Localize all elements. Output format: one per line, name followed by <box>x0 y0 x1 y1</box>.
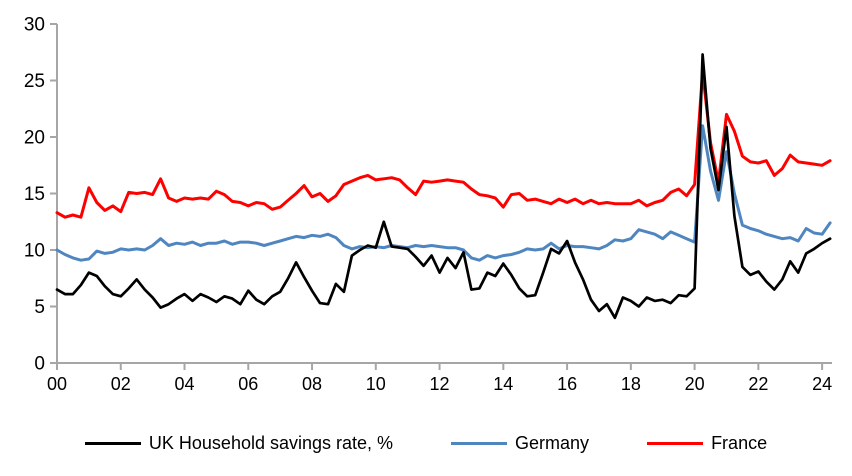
x-tick-label: 00 <box>47 374 67 394</box>
x-tick-label: 20 <box>685 374 705 394</box>
y-tick-label: 25 <box>24 71 45 92</box>
x-tick-label: 02 <box>111 374 131 394</box>
series-line-uk <box>55 53 832 320</box>
x-tick-label: 10 <box>366 374 386 394</box>
legend-item-france: France <box>647 434 767 452</box>
y-tick-label: 10 <box>24 241 45 262</box>
x-tick-label: 22 <box>748 374 768 394</box>
x-tick-label: 12 <box>430 374 450 394</box>
uk-line-swatch <box>84 441 141 445</box>
y-tick-label: 5 <box>34 297 45 318</box>
chart-legend: UK Household savings rate, % Germany Fra… <box>0 426 852 460</box>
legend-label-germany: Germany <box>515 433 590 453</box>
x-tick-label: 24 <box>812 374 832 394</box>
legend-item-uk: UK Household savings rate, % <box>84 433 394 453</box>
y-tick-label: 0 <box>34 354 45 375</box>
x-tick-label: 14 <box>493 374 513 394</box>
x-tick-label: 16 <box>557 374 577 394</box>
chart-svg: 0 5 10 15 20 25 30 00 02 04 06 08 10 12 14 16 18 20 22 24 <box>24 15 832 395</box>
france-line-swatch <box>647 441 704 445</box>
legend-label-france: France <box>711 433 768 453</box>
y-tick-label: 15 <box>24 184 45 205</box>
series-line-france <box>55 70 832 219</box>
legend-item-germany: Germany <box>451 434 589 452</box>
x-tick-label: 08 <box>302 374 322 394</box>
x-tick-label: 18 <box>621 374 641 394</box>
x-tick-label: 04 <box>175 374 195 394</box>
series-line-germany <box>55 124 832 262</box>
y-tick-label: 20 <box>24 128 45 149</box>
x-tick-label: 06 <box>238 374 258 394</box>
germany-line-swatch <box>451 441 508 445</box>
y-tick-label: 30 <box>24 15 45 36</box>
legend-label-uk: UK Household savings rate, % <box>148 433 394 453</box>
